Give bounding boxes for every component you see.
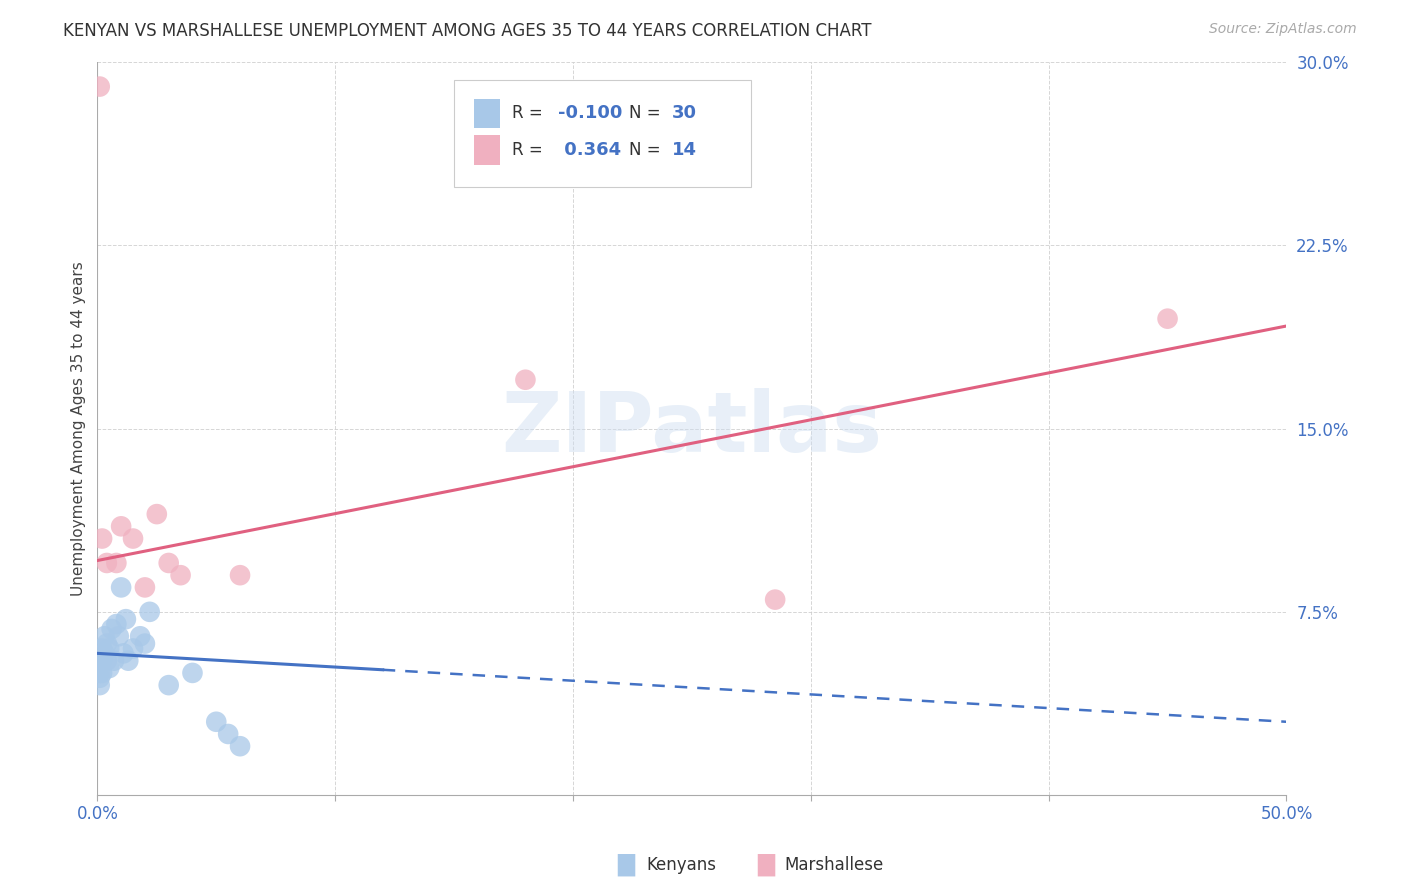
Text: N =: N = (628, 104, 666, 122)
FancyBboxPatch shape (474, 99, 501, 128)
Point (105, 556, 128, 570)
Text: 30: 30 (672, 104, 697, 122)
Text: R =: R = (512, 104, 548, 122)
Point (205, 714, 228, 729)
Text: █: █ (758, 854, 775, 877)
Point (217, 727, 239, 741)
Text: Marshallese: Marshallese (785, 856, 884, 874)
Point (89, 671, 111, 685)
Point (93, 646, 115, 660)
Point (229, 568, 252, 582)
Point (112, 646, 135, 660)
Point (122, 532, 145, 546)
Point (98, 661, 121, 675)
Point (89, 654, 111, 668)
Point (515, 373, 537, 387)
Point (105, 617, 128, 632)
Point (229, 739, 252, 754)
Point (107, 629, 129, 643)
Point (96, 637, 118, 651)
Point (157, 678, 180, 692)
Point (93, 629, 115, 643)
Point (117, 654, 139, 668)
Point (138, 605, 160, 619)
Point (181, 665, 204, 680)
Point (110, 519, 132, 533)
Point (91, 665, 114, 680)
Point (110, 581, 132, 595)
Point (1156, 311, 1178, 326)
Text: -0.100: -0.100 (558, 104, 621, 122)
Point (96, 556, 118, 570)
Point (134, 637, 156, 651)
Point (91, 532, 114, 546)
Y-axis label: Unemployment Among Ages 35 to 44 years: Unemployment Among Ages 35 to 44 years (72, 261, 86, 596)
Point (100, 622, 122, 636)
Point (169, 568, 191, 582)
Point (146, 507, 169, 521)
Point (91, 654, 114, 668)
Point (91, 641, 114, 656)
Text: 0.364: 0.364 (558, 141, 620, 159)
Point (89, 665, 111, 680)
Point (89, 79, 111, 94)
Point (129, 629, 152, 643)
Text: Source: ZipAtlas.com: Source: ZipAtlas.com (1209, 22, 1357, 37)
Point (157, 556, 180, 570)
Text: KENYAN VS MARSHALLESE UNEMPLOYMENT AMONG AGES 35 TO 44 YEARS CORRELATION CHART: KENYAN VS MARSHALLESE UNEMPLOYMENT AMONG… (63, 22, 872, 40)
Point (763, 592, 786, 607)
Text: R =: R = (512, 141, 548, 159)
Point (115, 612, 138, 626)
Text: N =: N = (628, 141, 666, 159)
Point (96, 654, 118, 668)
Point (98, 641, 121, 656)
Text: 14: 14 (672, 141, 697, 159)
Point (134, 581, 156, 595)
Text: ZIPatlas: ZIPatlas (502, 388, 883, 469)
Text: █: █ (617, 854, 634, 877)
Point (122, 641, 145, 656)
FancyBboxPatch shape (454, 80, 751, 186)
Text: Kenyans: Kenyans (647, 856, 717, 874)
Point (103, 654, 125, 668)
Point (89, 678, 111, 692)
FancyBboxPatch shape (474, 136, 501, 165)
